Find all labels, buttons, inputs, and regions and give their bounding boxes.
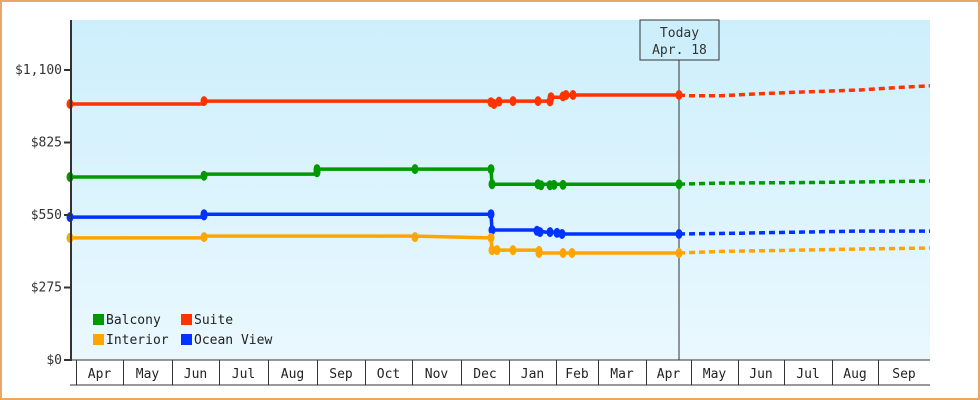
data-point-marker[interactable]: [411, 164, 419, 175]
plot-area: [72, 20, 930, 360]
data-point-marker[interactable]: [559, 248, 567, 258]
x-tick-label: Apr: [88, 367, 112, 382]
today-label: Today: [660, 26, 699, 41]
data-point-marker[interactable]: [675, 229, 683, 239]
data-point-marker[interactable]: [200, 170, 208, 181]
x-tick-label: May: [136, 367, 160, 382]
data-point-marker[interactable]: [568, 248, 576, 258]
y-tick-label: $825: [31, 136, 62, 151]
legend-swatch: [181, 334, 192, 345]
y-tick-label: $1,100: [15, 63, 62, 78]
legend-swatch: [181, 314, 192, 325]
legend-label: Balcony: [106, 313, 161, 328]
data-point-marker[interactable]: [535, 245, 543, 256]
legend-item-ocean-view: Ocean View: [181, 333, 272, 348]
data-point-marker[interactable]: [509, 245, 517, 256]
legend-item-suite: Suite: [181, 313, 233, 328]
y-tick-label: $550: [31, 208, 62, 223]
data-point-marker[interactable]: [675, 179, 683, 190]
data-point-marker[interactable]: [675, 248, 683, 258]
forecast-line: [678, 246, 931, 255]
x-tick-label: Aug: [843, 367, 866, 382]
forecast-line: [678, 84, 931, 98]
x-tick-label: Dec: [473, 367, 496, 382]
legend: Balcony Suite Interior Ocean View: [93, 313, 272, 348]
forecast-line: [678, 229, 930, 236]
data-point-marker[interactable]: [487, 209, 495, 220]
x-tick-label: Jan: [521, 367, 544, 382]
legend-label: Suite: [194, 313, 233, 328]
y-tick-label: $0: [46, 353, 62, 368]
legend-item-balcony: Balcony: [93, 313, 161, 328]
x-tick-label: Oct: [377, 367, 400, 382]
legend-swatch: [93, 334, 104, 345]
legend-item-interior: Interior: [93, 333, 169, 348]
legend-label: Interior: [106, 333, 169, 348]
data-point-marker[interactable]: [200, 96, 208, 107]
today-label-box: [639, 19, 720, 61]
data-point-marker[interactable]: [487, 232, 495, 243]
today-date-label: Apr. 18: [652, 43, 707, 58]
x-tick-label: Mar: [610, 367, 634, 382]
data-point-marker[interactable]: [547, 92, 555, 103]
data-point-marker[interactable]: [546, 227, 554, 238]
data-point-marker[interactable]: [550, 179, 558, 190]
data-point-marker[interactable]: [558, 229, 566, 239]
x-tick-label: Apr: [657, 367, 681, 382]
data-point-marker[interactable]: [488, 225, 496, 235]
x-tick-label: Jul: [796, 367, 819, 382]
x-tick-label: May: [703, 367, 727, 382]
data-point-marker[interactable]: [487, 164, 495, 175]
x-tick-label: Sep: [329, 367, 353, 382]
forecast-line: [678, 179, 931, 186]
x-tick-label: Sep: [892, 367, 916, 382]
data-point-marker[interactable]: [313, 164, 321, 175]
data-point-marker[interactable]: [488, 245, 496, 256]
data-point-marker[interactable]: [488, 179, 496, 190]
x-tick-label: Aug: [281, 367, 304, 382]
data-point-marker[interactable]: [200, 232, 208, 243]
data-point-marker[interactable]: [559, 179, 567, 190]
data-point-marker[interactable]: [562, 90, 570, 100]
axes: $0 $275 $550 $825 $1,100 Apr May Jun Jul Aug Sep Oc…: [15, 20, 930, 386]
data-point-marker[interactable]: [509, 96, 517, 107]
data-point-marker[interactable]: [675, 90, 683, 100]
series-interior: [66, 232, 931, 258]
data-point-marker[interactable]: [534, 96, 542, 107]
data-point-marker[interactable]: [495, 96, 503, 107]
x-tick-label: Feb: [565, 367, 589, 382]
data-point-marker[interactable]: [537, 180, 545, 191]
legend-swatch: [93, 314, 104, 325]
x-tick-label: Jul: [232, 367, 255, 382]
today-marker: Today Apr. 18: [639, 19, 720, 360]
data-point-marker[interactable]: [200, 210, 208, 221]
data-point-marker[interactable]: [493, 245, 501, 256]
series-lines: [66, 84, 931, 258]
data-point-marker[interactable]: [411, 232, 419, 243]
series-ocean-view: [66, 209, 930, 239]
data-point-marker[interactable]: [569, 90, 577, 100]
x-tick-label: Jun: [749, 367, 772, 382]
series-suite: [66, 84, 931, 109]
x-tick-label: Jun: [184, 367, 207, 382]
data-point-marker[interactable]: [536, 227, 544, 238]
legend-label: Ocean View: [194, 333, 272, 348]
x-tick-label: Nov: [425, 367, 449, 382]
y-tick-label: $275: [31, 281, 62, 296]
